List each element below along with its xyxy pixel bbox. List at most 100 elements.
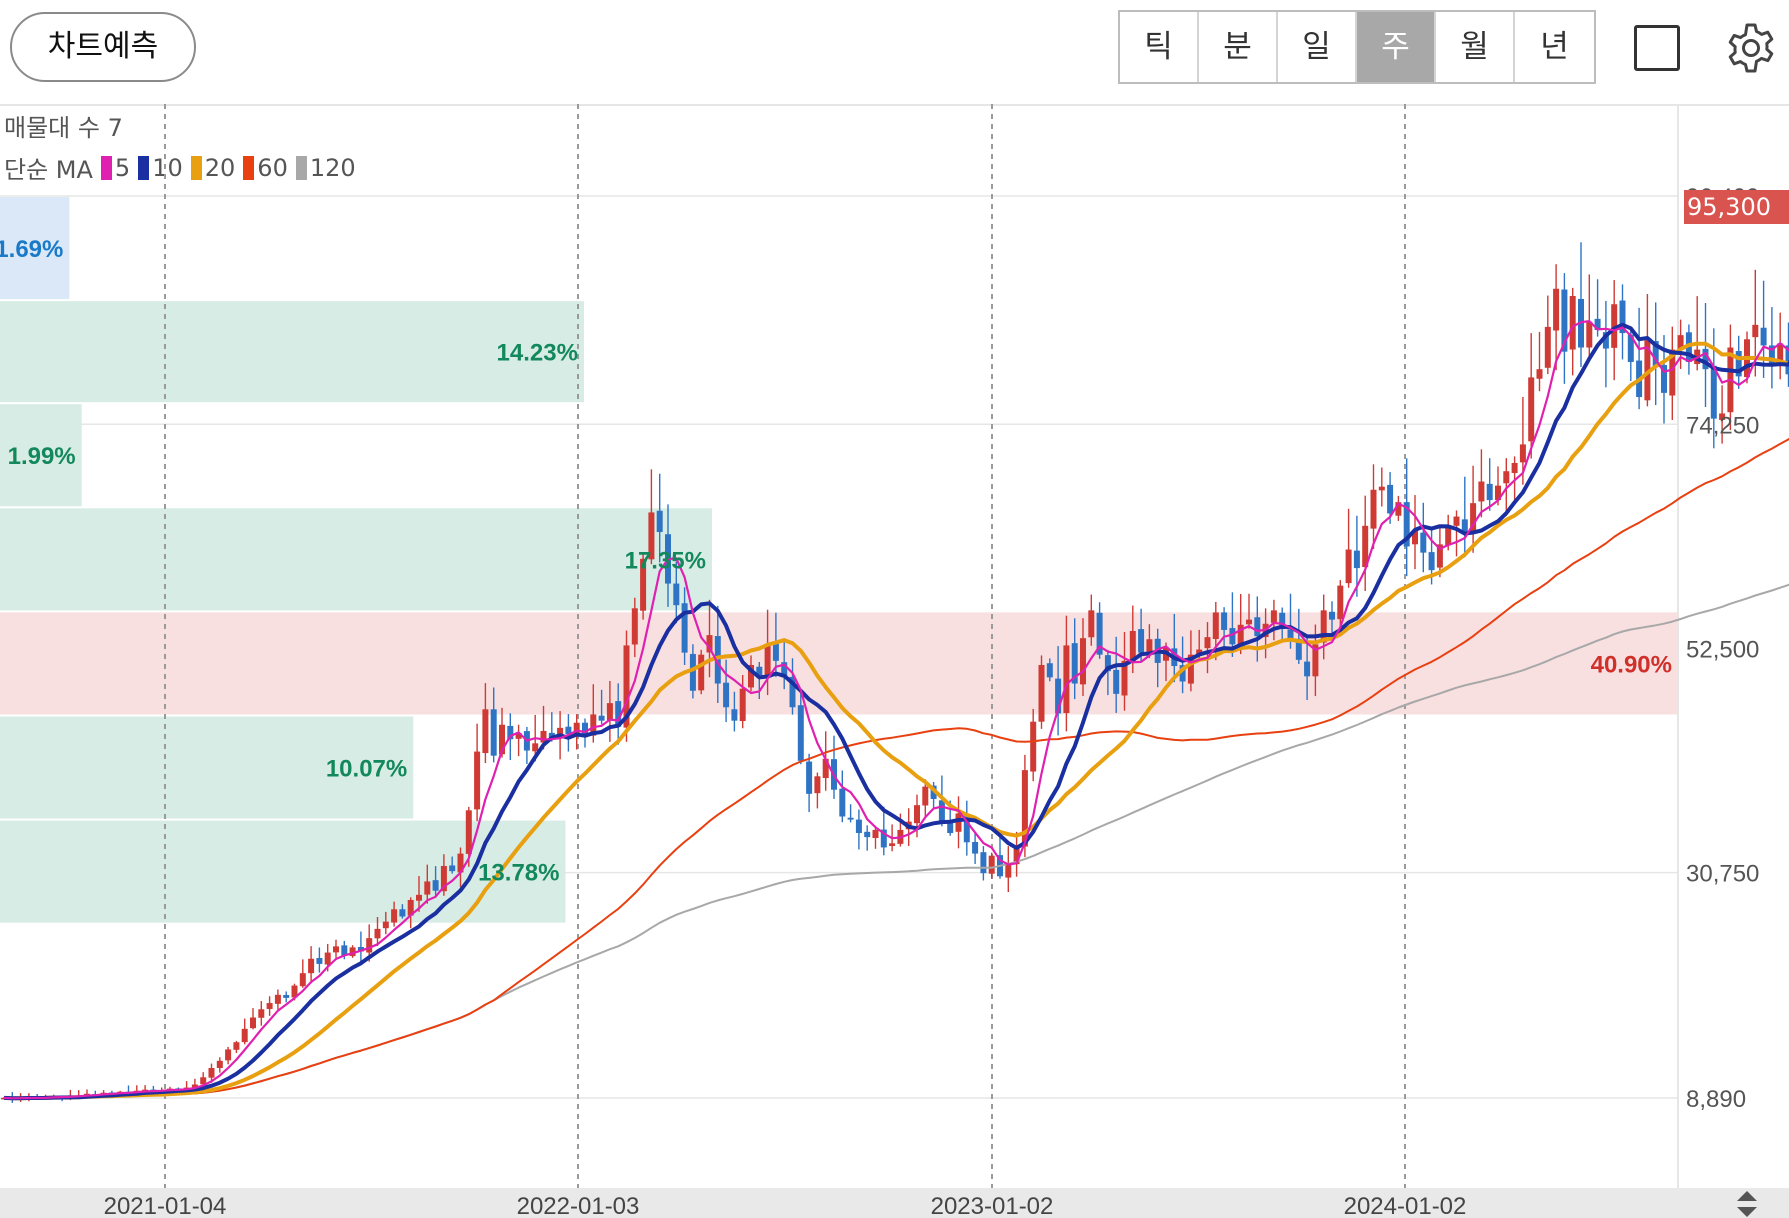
candle-up [366, 938, 373, 953]
candle-up [872, 829, 879, 839]
candle-down [689, 653, 696, 691]
candle-up [1212, 612, 1219, 639]
current-price-badge: 95,300 [1684, 190, 1789, 224]
candle-up [258, 1009, 265, 1018]
candle-up [208, 1068, 215, 1078]
candle-up [1412, 530, 1418, 545]
candle-up [200, 1077, 207, 1085]
square-icon[interactable] [1634, 25, 1680, 71]
candle-down [1229, 628, 1236, 645]
candle-down [1179, 665, 1186, 682]
candle-down [938, 800, 945, 821]
candle-down [756, 666, 763, 676]
candle-up [606, 703, 613, 721]
candle-down [432, 880, 439, 891]
candle-up [988, 855, 995, 874]
candle-up [1021, 770, 1028, 847]
x-axis-bar [0, 1188, 1789, 1218]
candle-up [739, 688, 746, 722]
y-tick-label-2: 52,500 [1686, 636, 1759, 663]
volume-profile-band-1 [0, 301, 584, 403]
tab-month[interactable]: 월 [1436, 12, 1515, 82]
candle-up [1121, 660, 1128, 696]
candle-down [490, 709, 497, 756]
candle-up [1544, 326, 1551, 368]
candle-up [1187, 654, 1194, 684]
chart-predict-button[interactable]: 차트예측 [10, 12, 196, 82]
candle-up [1752, 324, 1759, 338]
candle-up [1362, 525, 1369, 568]
candle-down [283, 994, 290, 998]
candle-down [947, 820, 954, 833]
candle-down [548, 732, 555, 739]
candle-down [1055, 678, 1062, 714]
candle-up [955, 813, 962, 832]
tab-day[interactable]: 일 [1278, 12, 1357, 82]
candle-up [1320, 610, 1327, 643]
candle-up [1063, 645, 1070, 714]
y-tick-label-4: 8,890 [1686, 1086, 1746, 1113]
volume-profile-band-4 [0, 612, 1678, 715]
candlestick-chart[interactable]: 1.69% 14.23% 1.99% 17.35% 40.90% 10.07% 13.78%… [0, 104, 1789, 1218]
candle-up [241, 1028, 248, 1043]
candle-down [681, 603, 688, 653]
tab-tick[interactable]: 틱 [1120, 12, 1199, 82]
ma60-label: 60 [257, 153, 288, 182]
candle-down [316, 957, 323, 964]
volume-profile-band-0 [0, 197, 70, 300]
candle-up [349, 947, 356, 957]
candle-up [407, 899, 414, 916]
candle-down [1760, 327, 1767, 346]
candle-up [1246, 619, 1252, 625]
volume-profile-label-4: 40.90% [1591, 651, 1672, 678]
candle-up [748, 664, 754, 688]
candle-down [880, 829, 887, 848]
candle-up [1519, 444, 1526, 463]
candle-down [1353, 550, 1360, 569]
volume-profile-label: 매물대 수 7 [4, 114, 123, 142]
candle-up [1030, 721, 1037, 772]
candle-down [1113, 669, 1120, 694]
candle-up [250, 1017, 256, 1029]
tab-week[interactable]: 주 [1357, 12, 1436, 82]
candle-down [855, 819, 862, 833]
candle-up [640, 558, 647, 611]
volume-profile-band-2 [0, 404, 82, 507]
candle-up [1005, 863, 1012, 878]
candle-down [1329, 611, 1335, 620]
candle-up [1719, 413, 1726, 420]
candle-up [1777, 343, 1784, 361]
candle-up [216, 1060, 223, 1069]
candle-up [922, 786, 929, 806]
candle-down [1486, 483, 1493, 501]
candle-up [1644, 340, 1651, 401]
y-tick-label-1: 74,250 [1686, 412, 1759, 439]
candle-up [1511, 462, 1518, 474]
candle-up [274, 994, 281, 1004]
candle-up [1038, 664, 1045, 722]
scroll-arrows-icon[interactable] [1732, 1188, 1762, 1218]
candle-up [1395, 502, 1402, 516]
volume-profile-band-5 [0, 716, 414, 819]
volume-profile-label-5: 10.07% [326, 756, 407, 783]
candle-up [814, 776, 821, 794]
candle-down [1710, 365, 1717, 419]
candle-down [507, 725, 514, 740]
tab-year[interactable]: 년 [1515, 12, 1594, 82]
candle-up [299, 973, 306, 987]
tab-minute[interactable]: 분 [1199, 12, 1278, 82]
candle-up [1312, 644, 1319, 677]
candle-down [1768, 345, 1775, 363]
volume-profile-label-6: 13.78% [478, 860, 559, 887]
candle-up [1345, 549, 1352, 584]
ma5-label: 5 [114, 153, 131, 182]
candle-up [1088, 610, 1095, 638]
candle-up [233, 1042, 240, 1050]
candle-up [474, 751, 481, 810]
gear-icon[interactable] [1725, 22, 1777, 74]
candle-up [1495, 485, 1501, 501]
candle-up [457, 853, 464, 873]
x-tick-label-2: 2023-01-02 [931, 1193, 1054, 1218]
candle-down [864, 831, 871, 838]
candle-up [1470, 503, 1477, 533]
